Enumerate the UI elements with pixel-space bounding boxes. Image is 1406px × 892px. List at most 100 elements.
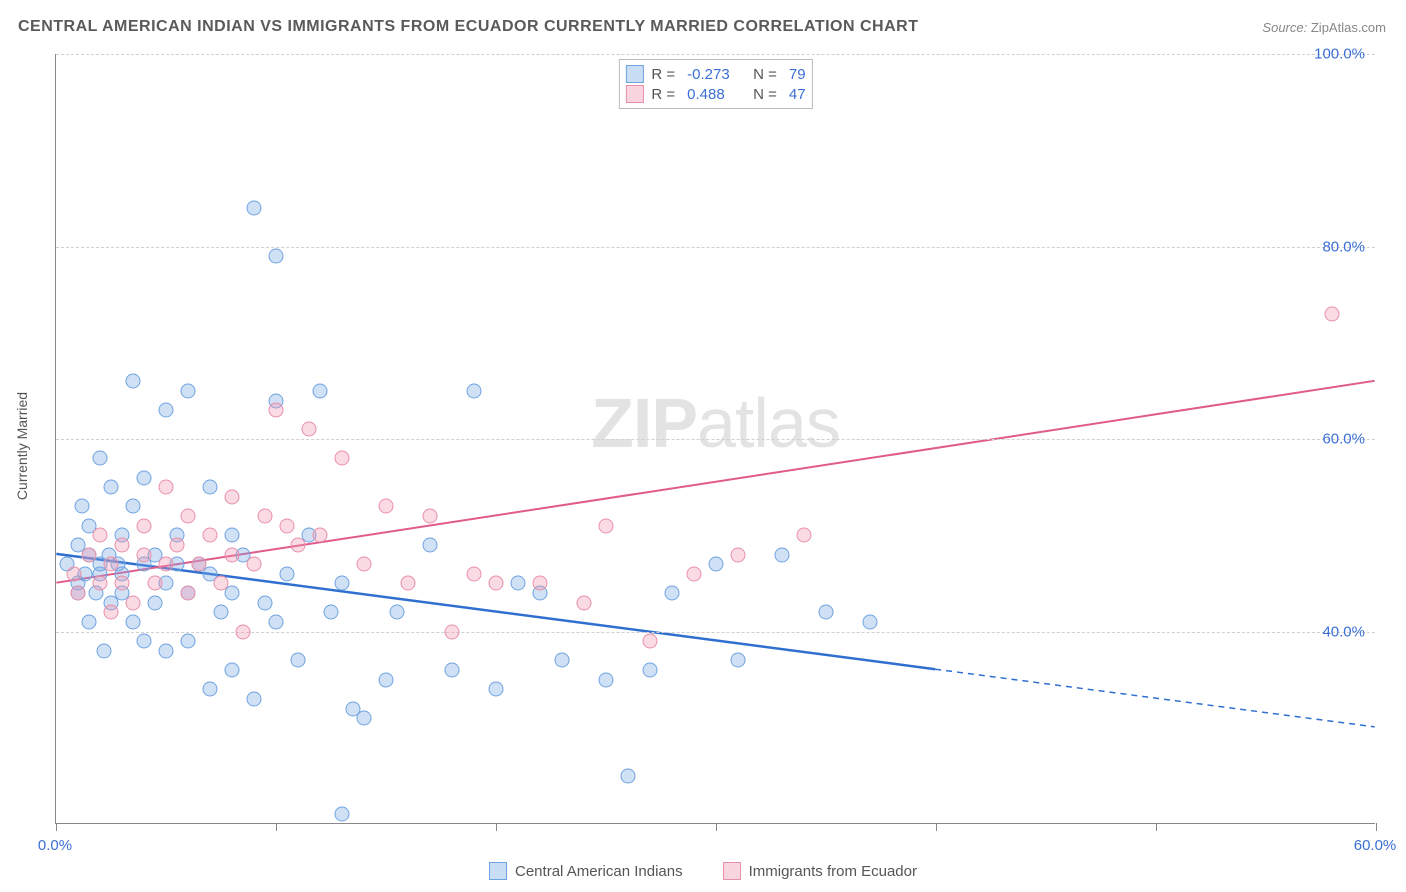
scatter-point	[423, 537, 438, 552]
scatter-point	[104, 605, 119, 620]
x-tick	[276, 823, 277, 831]
x-tick	[936, 823, 937, 831]
bottom-legend: Central American IndiansImmigrants from …	[489, 862, 917, 880]
scatter-point	[126, 499, 141, 514]
scatter-point	[258, 595, 273, 610]
x-tick	[1376, 823, 1377, 831]
scatter-point	[269, 249, 284, 264]
scatter-point	[313, 528, 328, 543]
scatter-point	[104, 480, 119, 495]
scatter-point	[82, 547, 97, 562]
x-tick-label: 60.0%	[1354, 837, 1397, 854]
scatter-point	[75, 499, 90, 514]
gridline	[56, 439, 1375, 440]
stat-n-label: N =	[753, 66, 777, 83]
scatter-point	[269, 403, 284, 418]
gridline	[56, 247, 1375, 248]
scatter-point	[687, 566, 702, 581]
scatter-point	[577, 595, 592, 610]
stat-n-value: 47	[789, 86, 806, 103]
scatter-point	[489, 682, 504, 697]
scatter-point	[489, 576, 504, 591]
scatter-point	[445, 663, 460, 678]
scatter-point	[379, 499, 394, 514]
scatter-point	[302, 422, 317, 437]
scatter-point	[126, 374, 141, 389]
plot-area: ZIPatlas R =-0.273N =79R =0.488N =47 40.…	[55, 54, 1375, 824]
scatter-point	[665, 586, 680, 601]
scatter-point	[148, 576, 163, 591]
scatter-point	[181, 509, 196, 524]
scatter-point	[445, 624, 460, 639]
scatter-point	[247, 691, 262, 706]
scatter-point	[137, 518, 152, 533]
scatter-point	[225, 528, 240, 543]
scatter-point	[126, 595, 141, 610]
scatter-point	[709, 557, 724, 572]
x-tick	[716, 823, 717, 831]
scatter-point	[511, 576, 526, 591]
scatter-point	[247, 557, 262, 572]
scatter-point	[170, 537, 185, 552]
stat-r-value: 0.488	[687, 86, 745, 103]
scatter-point	[137, 547, 152, 562]
scatter-point	[621, 768, 636, 783]
scatter-point	[82, 614, 97, 629]
stats-row: R =0.488N =47	[625, 84, 805, 104]
y-tick-label: 40.0%	[1322, 623, 1365, 640]
scatter-point	[236, 624, 251, 639]
scatter-point	[214, 605, 229, 620]
scatter-point	[258, 509, 273, 524]
scatter-point	[555, 653, 570, 668]
legend-swatch	[625, 65, 643, 83]
chart-title: CENTRAL AMERICAN INDIAN VS IMMIGRANTS FR…	[18, 18, 918, 36]
x-tick	[496, 823, 497, 831]
scatter-point	[93, 576, 108, 591]
scatter-point	[71, 586, 86, 601]
scatter-point	[643, 634, 658, 649]
stat-n-label: N =	[753, 86, 777, 103]
source-attribution: Source: ZipAtlas.com	[1262, 20, 1386, 35]
stat-n-value: 79	[789, 66, 806, 83]
scatter-point	[203, 480, 218, 495]
scatter-point	[269, 614, 284, 629]
scatter-point	[819, 605, 834, 620]
scatter-point	[97, 643, 112, 658]
scatter-point	[137, 634, 152, 649]
gridline	[56, 632, 1375, 633]
scatter-point	[192, 557, 207, 572]
scatter-point	[467, 383, 482, 398]
scatter-point	[225, 663, 240, 678]
scatter-point	[66, 566, 81, 581]
y-tick-label: 80.0%	[1322, 238, 1365, 255]
scatter-point	[181, 634, 196, 649]
source-value: ZipAtlas.com	[1311, 20, 1386, 35]
y-axis-label: Currently Married	[14, 392, 30, 500]
stat-r-value: -0.273	[687, 66, 745, 83]
scatter-point	[643, 663, 658, 678]
scatter-point	[797, 528, 812, 543]
scatter-point	[357, 711, 372, 726]
scatter-point	[775, 547, 790, 562]
scatter-point	[335, 451, 350, 466]
scatter-point	[148, 595, 163, 610]
scatter-point	[1325, 306, 1340, 321]
scatter-point	[93, 451, 108, 466]
scatter-point	[291, 653, 306, 668]
scatter-point	[159, 643, 174, 658]
scatter-point	[247, 201, 262, 216]
watermark-bold: ZIP	[591, 384, 697, 462]
scatter-point	[291, 537, 306, 552]
scatter-point	[159, 557, 174, 572]
watermark-rest: atlas	[697, 384, 840, 462]
scatter-point	[390, 605, 405, 620]
legend-label: Central American Indians	[515, 863, 683, 880]
scatter-point	[137, 470, 152, 485]
source-label: Source:	[1262, 20, 1307, 35]
scatter-point	[423, 509, 438, 524]
scatter-point	[93, 528, 108, 543]
x-tick-label: 0.0%	[38, 837, 72, 854]
scatter-point	[203, 528, 218, 543]
scatter-point	[214, 576, 229, 591]
x-tick	[1156, 823, 1157, 831]
